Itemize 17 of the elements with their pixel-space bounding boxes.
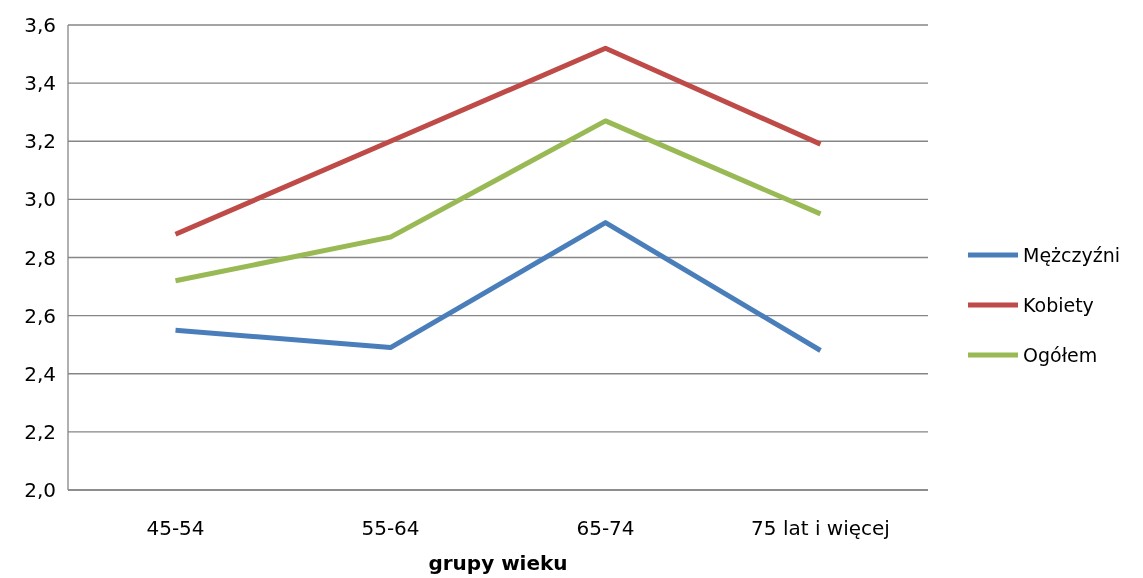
y-tick-label: 3,6 — [24, 13, 56, 37]
y-tick-label: 3,2 — [24, 129, 56, 154]
legend-label: Mężczyźni — [1023, 243, 1121, 266]
y-tick-label: 2,6 — [24, 303, 56, 328]
y-tick-label: 2,2 — [24, 419, 56, 444]
y-tick-label: 2,4 — [24, 361, 56, 386]
y-tick-label: 2,8 — [24, 245, 56, 270]
y-tick-label: 2,0 — [24, 478, 56, 502]
x-tick-label: 45-54 — [146, 516, 205, 540]
x-axis-title: grupy wieku — [428, 551, 568, 575]
legend-label: Ogółem — [1023, 343, 1098, 366]
y-tick-label: 3,0 — [24, 187, 56, 212]
legend-label: Kobiety — [1023, 293, 1094, 316]
y-tick-label: 3,4 — [24, 71, 56, 96]
x-tick-label: 75 lat i więcej — [751, 516, 890, 540]
x-tick-label: 65-74 — [576, 516, 635, 540]
x-tick-label: 55-64 — [361, 516, 420, 540]
